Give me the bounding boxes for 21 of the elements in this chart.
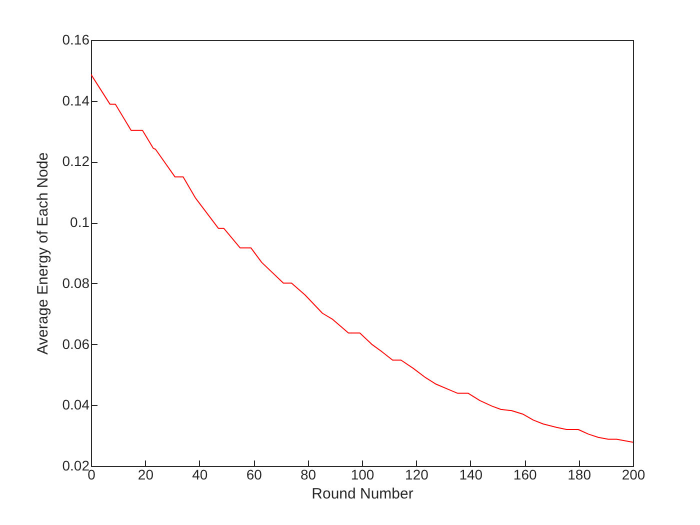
- x-tick-label: 60: [246, 466, 262, 482]
- x-tick-label: 0: [88, 466, 96, 482]
- y-axis-title: Average Energy of Each Node: [34, 152, 52, 355]
- x-tick-label: 80: [300, 466, 316, 482]
- x-tick-label: 140: [459, 466, 483, 482]
- x-tick-label: 160: [513, 466, 537, 482]
- x-tick-label: 20: [138, 466, 154, 482]
- x-tick-label: 40: [192, 466, 208, 482]
- x-tick-label: 100: [350, 466, 374, 482]
- x-tick-label: 180: [568, 466, 592, 482]
- x-tick-label: 200: [622, 466, 646, 482]
- x-tick-label: 120: [405, 466, 429, 482]
- y-tick-label: 0.06: [62, 336, 90, 352]
- x-axis-title: Round Number: [312, 486, 414, 502]
- y-tick-label: 0.14: [62, 92, 90, 108]
- y-tick-label: 0.12: [62, 153, 90, 170]
- y-tick-label: 0.04: [62, 396, 90, 413]
- line-series: [91, 74, 633, 443]
- y-tick-label: 0.08: [62, 274, 90, 291]
- y-tick-label: 0.1: [70, 214, 90, 230]
- y-tick-label: 0.16: [62, 32, 90, 48]
